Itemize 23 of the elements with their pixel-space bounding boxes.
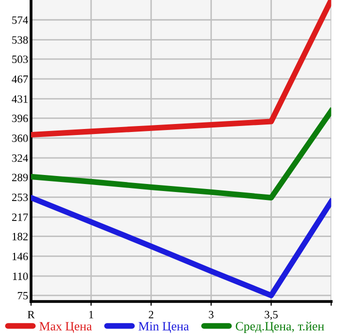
y-tick-label: 182 bbox=[12, 232, 28, 240]
legend-label: Min Цена bbox=[138, 322, 189, 333]
y-tick-label: 146 bbox=[12, 252, 28, 260]
y-tick-label: 360 bbox=[12, 134, 28, 142]
y-tick-label: 75 bbox=[18, 292, 28, 300]
x-tick-label: 3,5 bbox=[264, 310, 278, 320]
y-tick-label: 431 bbox=[12, 95, 28, 103]
y-tick-label: 503 bbox=[12, 56, 28, 64]
x-tick-label: R bbox=[28, 310, 35, 318]
x-tick-label: 2 bbox=[148, 310, 154, 318]
y-tick-label: 324 bbox=[12, 154, 28, 162]
legend-label: Сред.Цена, т.йен bbox=[236, 322, 324, 333]
y-tick-label: 396 bbox=[12, 114, 28, 122]
y-tick-label: 253 bbox=[12, 194, 28, 202]
y-tick-label: 110 bbox=[13, 272, 28, 280]
legend-label: Max Цена bbox=[39, 322, 92, 333]
x-tick-label: 3 bbox=[208, 310, 214, 318]
y-tick-label: 217 bbox=[12, 214, 28, 221]
x-tick-label: 1 bbox=[89, 310, 94, 318]
y-tick-label: 467 bbox=[12, 75, 28, 83]
y-tick-label: 289 bbox=[12, 174, 28, 182]
y-tick-label: 574 bbox=[12, 16, 28, 24]
y-tick-label: 538 bbox=[12, 36, 28, 44]
